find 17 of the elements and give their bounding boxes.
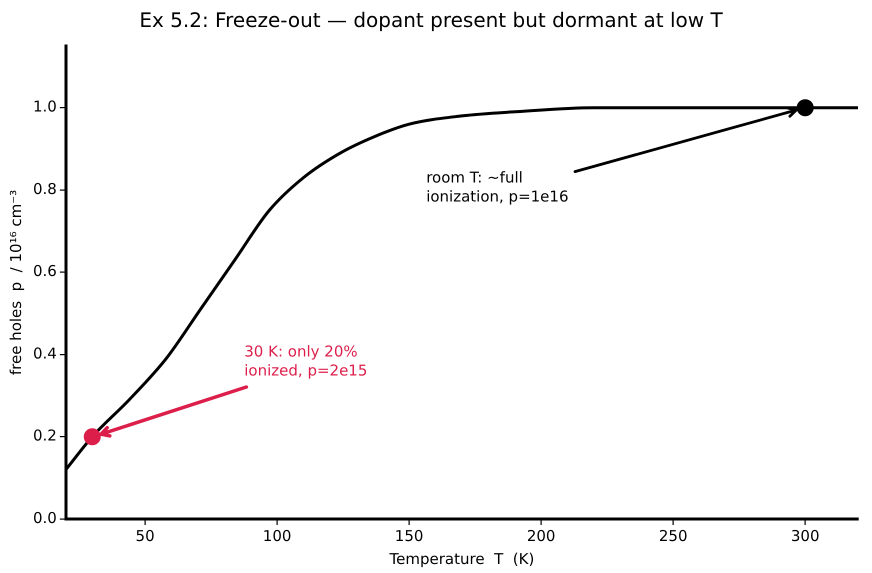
x-tick-label: 150 [394,526,424,545]
y-tick-label: 0.6 [32,262,57,280]
y-tick-label: 0.2 [32,426,57,445]
annotation: 30 K: only 20% ionized, p=2e15 [244,342,368,380]
annotation: room T: ~full ionization, p=1e16 [426,168,569,206]
x-tick-label: 50 [136,526,155,545]
y-tick-label: 0.8 [32,180,57,198]
x-tick-label: 300 [790,526,820,545]
y-tick-label: 1.0 [32,98,57,116]
x-axis-title: Temperature T (K) [388,550,534,568]
y-axis-title: free holes p / 10¹⁶ cm⁻³ [6,190,25,376]
y-tick-label: 0.0 [32,508,57,527]
x-tick-label: 100 [262,526,292,545]
x-tick-label: 250 [658,526,688,545]
y-tick-label: 0.4 [32,344,57,362]
x-tick-label: 200 [526,526,556,545]
chart-title: Ex 5.2: Freeze-out — dopant present but dormant at low T [139,8,724,32]
